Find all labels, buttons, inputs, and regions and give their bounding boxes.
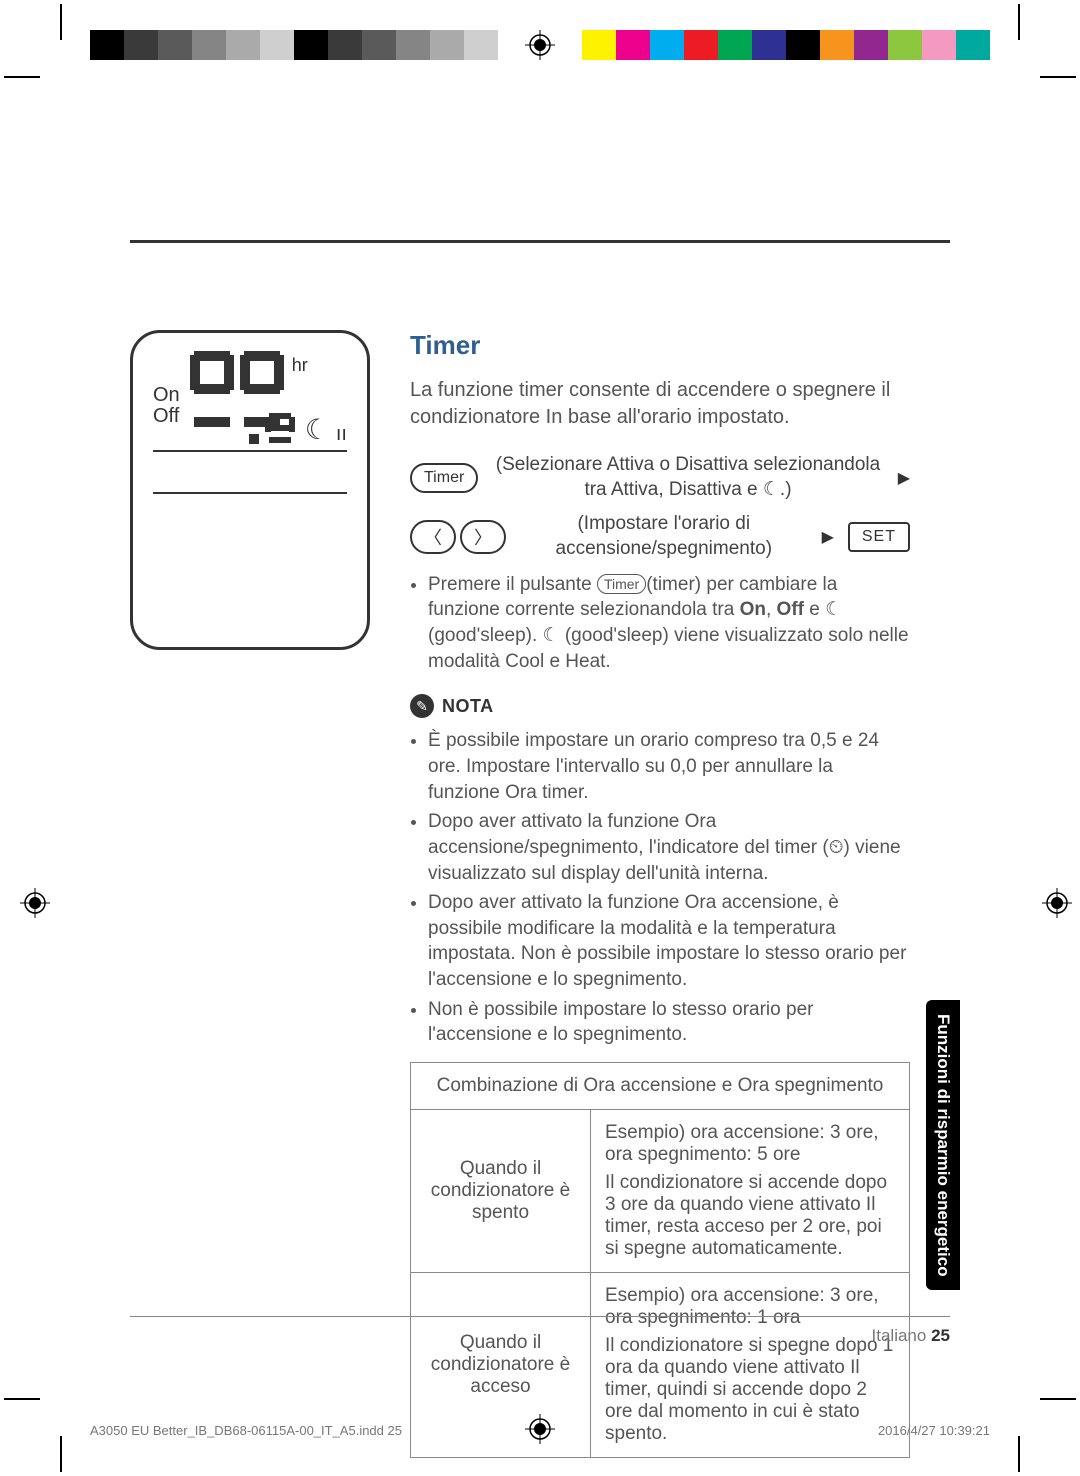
dot-icon	[249, 434, 259, 444]
set-button-icon: SET	[848, 522, 910, 552]
crop-mark-icon	[4, 76, 40, 78]
print-footer: A3050 EU Better_IB_DB68-06115A-00_IT_A5.…	[90, 1423, 990, 1438]
colorbar-right	[582, 30, 990, 60]
onoff-label: On Off	[153, 385, 180, 427]
footer-rule	[130, 1316, 950, 1317]
table-cell-left: Quando il condizionatore è spento	[411, 1110, 591, 1273]
crop-mark-icon	[1040, 1398, 1076, 1400]
section-intro: La funzione timer consente di accendere …	[410, 377, 910, 431]
nota-item: Dopo aver attivato la funzione Ora accen…	[428, 890, 910, 993]
step-1: Timer (Selezionare Attiva o Disattiva se…	[410, 453, 910, 502]
remote-display: On Off hr ☾ ıı	[130, 330, 370, 650]
crop-mark-icon	[60, 1436, 62, 1472]
table-cell-right: Esempio) ora accensione: 3 ore, ora speg…	[591, 1110, 910, 1273]
step-2-text: (Impostare l'orario di accensione/spegni…	[520, 512, 808, 561]
crop-mark-icon	[4, 1398, 40, 1400]
section-title: Timer	[410, 330, 910, 361]
table-header: Combinazione di Ora accensione e Ora spe…	[411, 1063, 910, 1110]
goodsleep-icon: ☾	[305, 413, 330, 446]
crop-mark-icon	[60, 4, 62, 40]
timer-button-icon: Timer	[410, 463, 478, 493]
footer-date: 2016/4/27 10:39:21	[878, 1423, 990, 1438]
note-icon: ✎	[410, 694, 434, 718]
registration-mark-icon	[525, 30, 555, 60]
step-1-text: (Selezionare Attiva o Disattiva selezion…	[492, 453, 883, 502]
registration-mark-icon	[20, 888, 50, 918]
table-row: Quando il condizionatore è spento Esempi…	[411, 1110, 910, 1273]
hr-label: hr	[292, 355, 308, 376]
header-rule	[130, 240, 950, 243]
footer-file: A3050 EU Better_IB_DB68-06115A-00_IT_A5.…	[90, 1423, 402, 1438]
nota-list: È possibile impostare un orario compreso…	[410, 728, 910, 1048]
page-number: Italiano 25	[872, 1326, 950, 1346]
colorbar-left	[90, 30, 498, 60]
side-tab: Funzioni di risparmio energetico	[926, 1000, 960, 1290]
nota-label: NOTA	[442, 696, 494, 717]
combination-table: Combinazione di Ora accensione e Ora spe…	[410, 1062, 910, 1458]
step-2: 〈 〉 (Impostare l'orario di accensione/sp…	[410, 512, 910, 561]
registration-mark-icon	[1042, 888, 1072, 918]
arrow-right-button-icon: 〉	[460, 520, 506, 554]
timer-note: Premere il pulsante Timer(timer) per cam…	[428, 572, 910, 675]
seven-seg-small-icon	[265, 413, 295, 443]
nota-item: Non è possibile impostare lo stesso orar…	[428, 997, 910, 1048]
content: On Off hr ☾ ıı Timer La funzione timer c…	[130, 330, 910, 1458]
nota-item: È possibile impostare un orario compreso…	[428, 728, 910, 805]
crop-mark-icon	[1040, 76, 1076, 78]
arrow-right-icon: ▶	[822, 527, 834, 547]
nota-item: Dopo aver attivato la funzione Ora accen…	[428, 809, 910, 886]
crop-mark-icon	[1018, 4, 1020, 40]
timer-button-inline-icon: Timer	[597, 574, 646, 594]
crop-mark-icon	[1018, 1436, 1020, 1472]
arrow-right-icon: ▶	[898, 468, 910, 488]
arrow-left-button-icon: 〈	[410, 520, 456, 554]
signal-icon: ıı	[336, 423, 347, 446]
